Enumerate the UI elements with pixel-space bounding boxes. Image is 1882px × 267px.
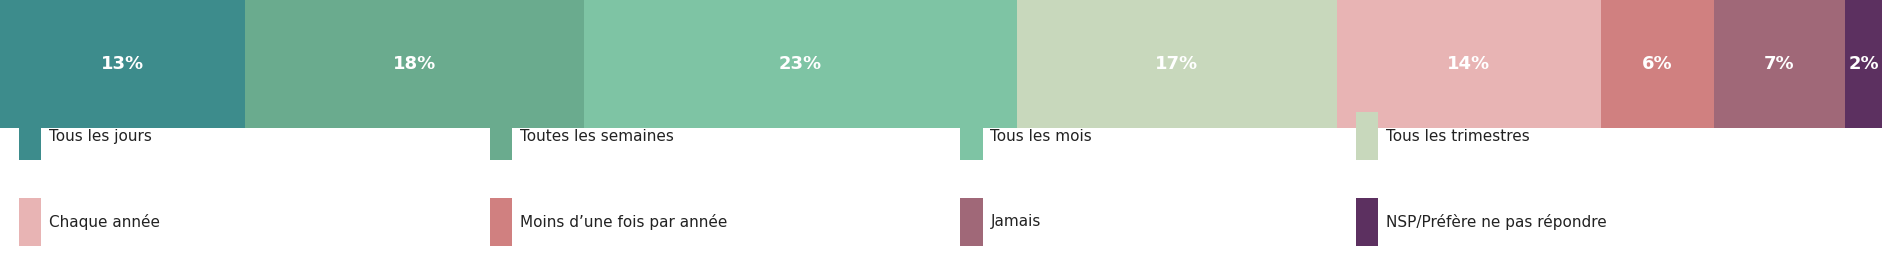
Text: Moins d’une fois par année: Moins d’une fois par année <box>519 214 726 230</box>
Text: 23%: 23% <box>779 55 821 73</box>
Text: NSP/Préfère ne pas répondre: NSP/Préfère ne pas répondre <box>1385 214 1605 230</box>
Bar <box>1600 0 1713 128</box>
Bar <box>1713 0 1844 128</box>
Text: 2%: 2% <box>1848 55 1878 73</box>
Text: 14%: 14% <box>1447 55 1489 73</box>
Text: Jamais: Jamais <box>990 214 1041 229</box>
Text: Toutes les semaines: Toutes les semaines <box>519 129 674 144</box>
Bar <box>583 0 1016 128</box>
Bar <box>0 0 245 128</box>
Text: 13%: 13% <box>102 55 143 73</box>
Bar <box>1336 0 1600 128</box>
Text: Tous les trimestres: Tous les trimestres <box>1385 129 1528 144</box>
Text: 18%: 18% <box>393 55 435 73</box>
Text: Chaque année: Chaque année <box>49 214 160 230</box>
Text: Tous les jours: Tous les jours <box>49 129 152 144</box>
Bar <box>1844 0 1882 128</box>
Text: Tous les mois: Tous les mois <box>990 129 1092 144</box>
Text: 17%: 17% <box>1156 55 1197 73</box>
Text: 7%: 7% <box>1763 55 1794 73</box>
Bar <box>1016 0 1336 128</box>
Bar <box>245 0 583 128</box>
Text: 6%: 6% <box>1641 55 1671 73</box>
